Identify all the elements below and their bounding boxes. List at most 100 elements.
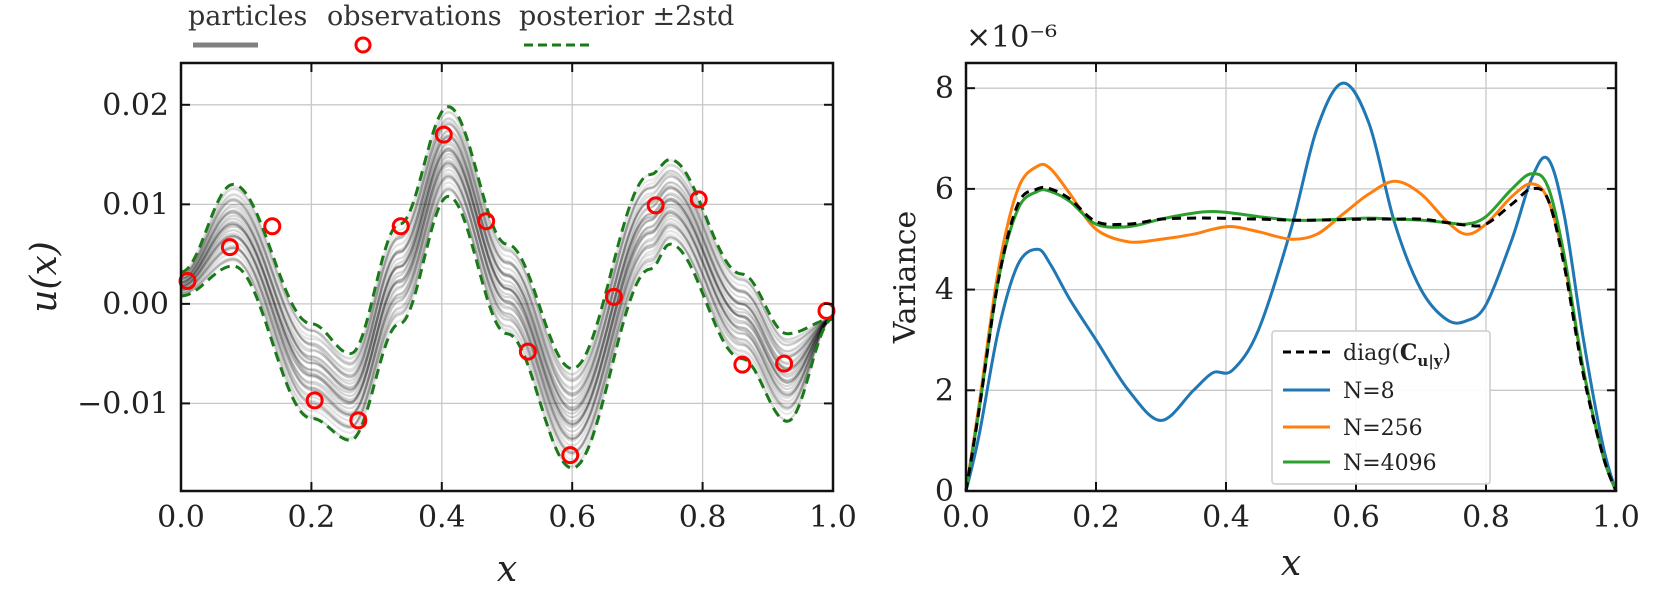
particle-line [180, 149, 834, 419]
observation-point [518, 342, 537, 361]
particle-line [180, 117, 834, 380]
left-xtick-label: 0.4 [418, 500, 466, 535]
particle-line [180, 172, 834, 454]
right-ytick-label: 4 [935, 273, 954, 308]
particle-line [180, 133, 834, 402]
particle-line [180, 174, 834, 442]
right-chart: 0.0 0.2 0.4 0.6 0.8 1.0 0 2 4 6 8 ×10⁻⁶ x Variance… [888, 20, 1640, 584]
particle-line [180, 117, 834, 383]
observation-point [561, 446, 580, 465]
observation-point [391, 217, 410, 236]
left-ylabel: u(x) [24, 241, 65, 313]
particle-line [180, 143, 834, 412]
series-line-n-8 [964, 81, 1618, 492]
left-xtick-label: 1.0 [809, 500, 857, 535]
observation-point [305, 391, 324, 410]
particle-line [180, 129, 834, 395]
particle-line [180, 122, 834, 382]
particle-line [180, 161, 834, 433]
particle-line [180, 155, 834, 426]
particle-line [180, 161, 834, 429]
right-ticks: 0.0 0.2 0.4 0.6 0.8 1.0 0 2 4 6 8 [935, 63, 1640, 535]
right-xtick-label: 0.6 [1332, 500, 1380, 535]
particle-line [180, 162, 834, 423]
observations [178, 125, 836, 465]
left-axes-frame [179, 61, 835, 493]
right-ytick-label: 6 [935, 172, 954, 207]
right-xtick-label: 1.0 [1592, 500, 1640, 535]
observation-point [646, 196, 665, 215]
particle-line [180, 130, 834, 397]
particle-line [180, 175, 834, 437]
series-line-diag-c-u-y- [964, 185, 1618, 492]
legend-label-posterior: posterior ±2std [519, 1, 734, 32]
particle-line [180, 106, 834, 376]
observation-point [477, 212, 496, 231]
legend-variance: diag(Cu|y) N=8 N=256 N=4096 [1271, 330, 1491, 485]
legend-box [1271, 330, 1491, 485]
left-xtick-label: 0.0 [157, 500, 205, 535]
right-xtick-label: 0.8 [1462, 500, 1510, 535]
particle-line [180, 140, 834, 410]
variance-lines [964, 81, 1618, 492]
observation-point [817, 301, 836, 320]
particle-line [180, 187, 834, 461]
right-xtick-label: 0.2 [1072, 500, 1120, 535]
particle-line [180, 110, 834, 376]
left-ytick-label: 0.01 [102, 187, 169, 222]
left-ytick-label: −0.01 [77, 386, 169, 421]
particle-line [180, 135, 834, 395]
left-chart: particles observations posterior ±2std 0… [24, 1, 857, 590]
right-ytick-label: 0 [935, 474, 954, 509]
observation-point [775, 354, 794, 373]
left-xtick-label: 0.8 [679, 500, 727, 535]
right-axes-frame [964, 61, 1618, 493]
particle-line [180, 136, 834, 405]
series-line-n-4096 [964, 172, 1618, 492]
particle-line [180, 188, 834, 452]
observation-point [604, 287, 623, 306]
particle-line [180, 123, 834, 391]
right-ytick-label: 8 [935, 71, 954, 106]
left-ytick-label: 0.02 [102, 88, 169, 123]
particle-line [180, 174, 834, 447]
left-grid [181, 63, 833, 491]
left-xlabel: x [497, 549, 517, 590]
particle-line [180, 134, 834, 412]
posterior-lines [180, 105, 834, 470]
particle-line [180, 181, 834, 454]
legend-top: particles observations posterior ±2std [188, 1, 734, 54]
observation-point [733, 355, 752, 374]
particle-line [180, 146, 834, 427]
right-xtick-label: 0.0 [942, 500, 990, 535]
particle-line [180, 164, 834, 440]
right-ylabel: Variance [888, 211, 923, 345]
scale-label: ×10⁻⁶ [966, 20, 1057, 55]
particle-line [180, 149, 834, 409]
particle-line [180, 187, 834, 456]
legend-label-observations: observations [327, 1, 502, 32]
right-ytick-label: 2 [935, 373, 954, 408]
observation-point [263, 217, 282, 236]
particle-line [180, 159, 834, 441]
observation-point [349, 411, 368, 430]
right-xlabel: x [1281, 543, 1301, 584]
posterior-lower-line [180, 194, 834, 470]
particle-line [180, 152, 834, 425]
particle-line [180, 122, 834, 397]
left-ytick-label: 0.00 [102, 287, 169, 322]
observation-point [689, 190, 708, 209]
observation-point [220, 238, 239, 257]
particle-line [180, 177, 834, 455]
particle-line [180, 120, 834, 389]
left-xtick-label: 0.6 [548, 500, 596, 535]
legend-label-n4096: N=4096 [1343, 451, 1437, 476]
left-xtick-label: 0.2 [288, 500, 336, 535]
right-xtick-label: 0.4 [1202, 500, 1250, 535]
legend-swatch-observations [354, 36, 372, 54]
series-line-n-256 [964, 162, 1618, 492]
legend-label-n8: N=8 [1343, 379, 1395, 404]
legend-label-particles: particles [188, 1, 307, 32]
particles-band [180, 106, 834, 469]
